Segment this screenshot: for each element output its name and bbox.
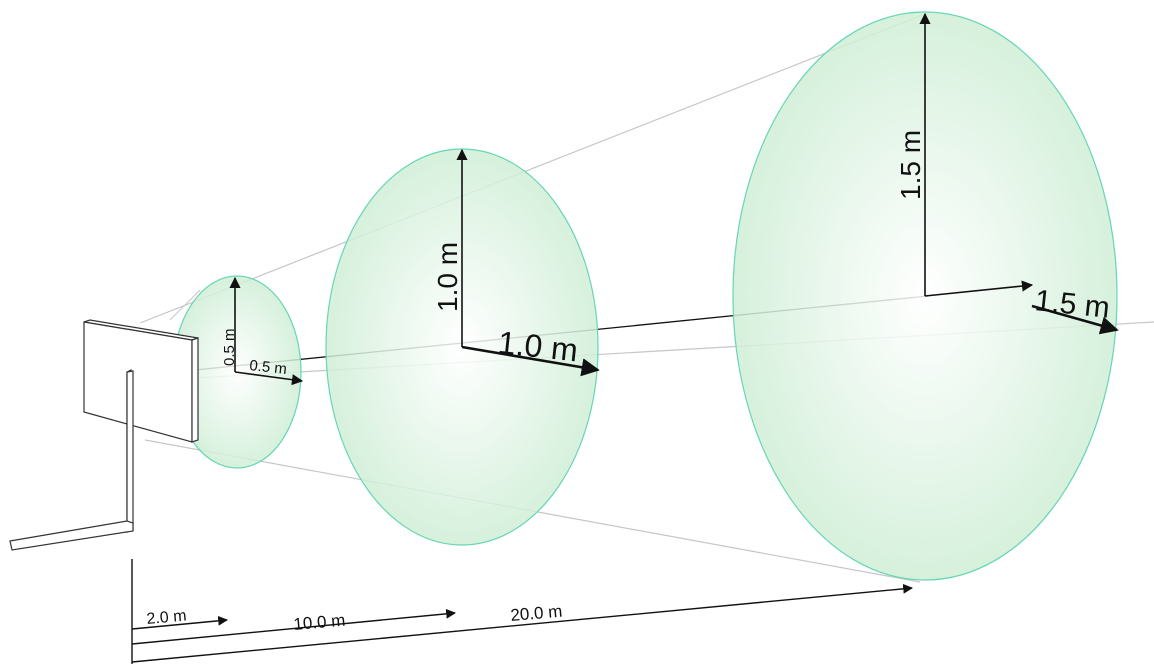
distance-label-10m: 10.0 m <box>293 611 346 634</box>
sensor-device <box>9 319 199 551</box>
distance-label-2m: 2.0 m <box>146 608 187 628</box>
disc-near-height-label: 0.5 m <box>221 328 238 366</box>
disc-mid-width-label: 1.0 m <box>496 324 579 368</box>
disc-near-width-label: 0.5 m <box>249 357 288 378</box>
disc-near-arrows <box>229 276 304 386</box>
disc-far-arrows <box>919 12 1119 335</box>
disc-mid-height-label: 1.0 m <box>432 242 463 312</box>
distance-label-20m: 20.0 m <box>510 602 563 625</box>
disc-far-height-label: 1.5 m <box>895 130 926 200</box>
cone-edge-overlay <box>169 289 201 321</box>
disc-mid-arrows <box>456 148 600 377</box>
disc-far-width-label: 1.5 m <box>1033 284 1111 325</box>
distance-scale <box>131 559 913 664</box>
